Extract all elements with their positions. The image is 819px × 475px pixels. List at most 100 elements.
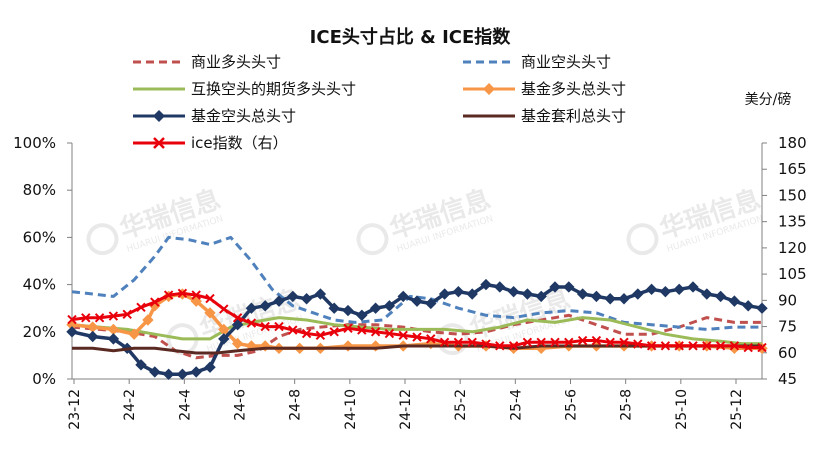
x-marker — [398, 330, 408, 341]
x-marker — [177, 288, 188, 299]
x-marker — [605, 337, 615, 347]
legend-marker — [153, 137, 165, 149]
x-marker — [136, 302, 146, 313]
x-marker — [301, 328, 312, 339]
x-marker — [150, 297, 160, 307]
x-marker — [715, 341, 726, 351]
x-marker — [288, 325, 298, 335]
x-marker — [481, 339, 491, 349]
diamond-marker — [507, 285, 520, 298]
legend-item: 基金空头总头寸 — [133, 107, 296, 125]
legend-label: 基金多头总头寸 — [521, 80, 626, 98]
legend-label: 商业空头头寸 — [521, 53, 611, 71]
right-axis-tick-label: 150 — [778, 186, 807, 204]
right-axis-tick-label: 120 — [778, 239, 807, 257]
legend-label: 基金空头总头寸 — [191, 107, 296, 125]
diamond-marker — [328, 302, 340, 314]
diamond-marker — [452, 285, 465, 298]
x-marker — [467, 337, 477, 347]
x-axis-tick-label: 25-12 — [729, 389, 745, 430]
series-line — [71, 313, 762, 360]
right-axis-tick-label: 135 — [778, 213, 807, 231]
x-marker — [495, 341, 505, 351]
series-2 — [71, 316, 762, 346]
x-marker — [619, 337, 629, 347]
diamond-marker — [342, 304, 354, 317]
x-marker — [191, 290, 201, 300]
diamond-marker — [231, 337, 244, 350]
x-marker — [757, 342, 767, 353]
x-marker — [370, 327, 381, 337]
legend-item: 商业空头头寸 — [463, 53, 611, 71]
left-axis-tick-label: 40% — [23, 276, 56, 294]
diamond-marker — [590, 290, 603, 303]
x-axis-tick-label: 25-4 — [508, 389, 524, 421]
diamond-marker — [425, 297, 437, 310]
diamond-marker — [466, 288, 478, 300]
x-axis-tick-label: 24-6 — [233, 389, 249, 421]
x-marker — [357, 325, 367, 335]
series-6 — [67, 288, 767, 353]
x-axis-tick-label: 24-8 — [288, 389, 304, 421]
diamond-marker — [273, 295, 285, 307]
x-marker — [439, 337, 450, 347]
series-4 — [66, 278, 768, 380]
diamond-marker — [245, 302, 258, 314]
right-axis-tick-label: 165 — [778, 160, 807, 178]
diamond-marker — [397, 290, 409, 303]
right-axis-tick-label: 105 — [778, 265, 807, 283]
right-axis-tick-label: 60 — [778, 344, 797, 362]
x-marker — [205, 293, 215, 304]
legend-label: 商业多头头寸 — [191, 53, 281, 71]
x-marker — [729, 341, 740, 351]
series-line — [71, 316, 762, 346]
x-marker — [591, 335, 602, 346]
left-axis-tick-label: 60% — [23, 228, 56, 246]
legend-item: 基金多头总头寸 — [463, 80, 626, 98]
x-marker — [508, 341, 519, 351]
x-axis-tick-label: 25-10 — [674, 389, 690, 430]
series-5 — [72, 344, 762, 355]
right-axis-tick-label: 45 — [778, 370, 797, 388]
x-marker — [384, 328, 395, 339]
x-marker — [522, 337, 533, 347]
x-marker — [246, 318, 257, 328]
x-axis-tick-label: 23-12 — [67, 389, 83, 430]
diamond-marker — [107, 323, 120, 336]
series-line — [72, 344, 762, 355]
x-marker — [315, 330, 326, 341]
x-marker — [163, 290, 174, 300]
x-marker — [260, 321, 270, 332]
diamond-marker — [135, 359, 147, 371]
x-axis-tick-label: 24-4 — [177, 389, 193, 421]
x-marker — [646, 341, 657, 351]
x-marker — [67, 314, 77, 325]
diamond-marker — [576, 288, 589, 300]
right-axis-tick-label: 75 — [778, 318, 797, 336]
diamond-marker — [535, 290, 547, 303]
x-marker — [660, 341, 671, 351]
diamond-marker — [86, 321, 99, 333]
diamond-marker — [300, 293, 313, 305]
diamond-marker — [218, 333, 230, 345]
diamond-marker — [86, 330, 99, 343]
diamond-marker — [659, 285, 672, 298]
x-marker — [550, 337, 560, 347]
x-marker — [453, 337, 464, 347]
diamond-marker — [549, 281, 561, 293]
x-axis-tick-label: 25-6 — [564, 389, 580, 421]
x-axis-tick-label: 24-2 — [122, 389, 138, 421]
diamond-marker — [438, 288, 451, 300]
diamond-marker — [190, 366, 202, 378]
diamond-marker — [107, 333, 120, 345]
legend-marker — [483, 83, 495, 95]
diamond-marker — [128, 328, 140, 340]
diamond-marker — [494, 281, 506, 293]
right-axis-unit: 美分/磅 — [745, 91, 792, 108]
x-marker — [426, 334, 436, 344]
x-marker — [564, 337, 574, 347]
